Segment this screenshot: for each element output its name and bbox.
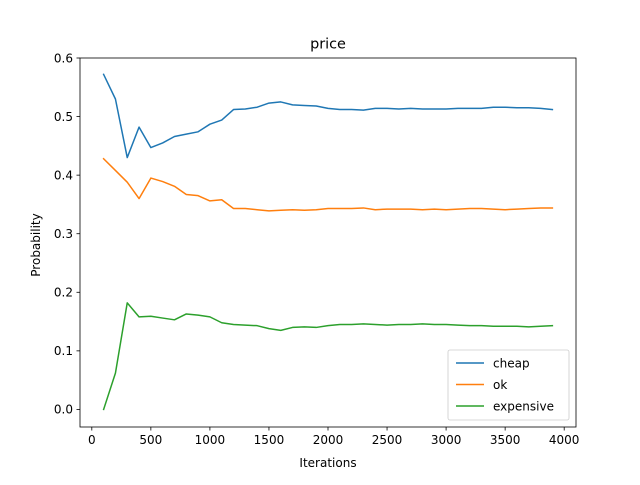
y-tick-label: 0.4	[54, 168, 73, 182]
y-tick-label: 0.3	[54, 227, 73, 241]
series-line-expensive	[102, 302, 554, 411]
y-tick-label: 0.5	[54, 110, 73, 124]
y-axis-label: Probability	[29, 213, 43, 276]
series-line-cheap	[102, 73, 554, 159]
x-tick-label: 2500	[372, 433, 403, 447]
x-tick-label: 4000	[549, 433, 580, 447]
x-tick-label: 500	[139, 433, 162, 447]
y-tick-label: 0.6	[54, 51, 73, 65]
x-axis-label: Iterations	[299, 456, 356, 470]
x-tick-label: 3500	[490, 433, 521, 447]
legend: cheap ok expensive	[447, 349, 570, 421]
y-tick-label: 0.1	[54, 344, 73, 358]
plot-area	[79, 57, 577, 428]
y-axis: 0.0 0.1 0.2 0.3 0.4 0.5 0.6	[54, 51, 80, 417]
x-tick-label: 3000	[431, 433, 462, 447]
x-tick-label: 1500	[254, 433, 285, 447]
x-axis: 0 500 1000 1500 2000 2500 3000 3500 4000	[88, 427, 579, 447]
y-tick-label: 0.2	[54, 286, 73, 300]
legend-box	[447, 349, 570, 421]
x-tick-label: 2000	[313, 433, 344, 447]
legend-label-cheap: cheap	[493, 356, 530, 370]
y-tick-label: 0.0	[54, 403, 73, 417]
legend-label-expensive: expensive	[493, 399, 554, 413]
chart-title: price	[310, 37, 346, 53]
legend-label-ok: ok	[493, 378, 507, 392]
x-tick-label: 0	[88, 433, 96, 447]
series-line-ok	[102, 157, 554, 212]
x-tick-label: 1000	[195, 433, 226, 447]
